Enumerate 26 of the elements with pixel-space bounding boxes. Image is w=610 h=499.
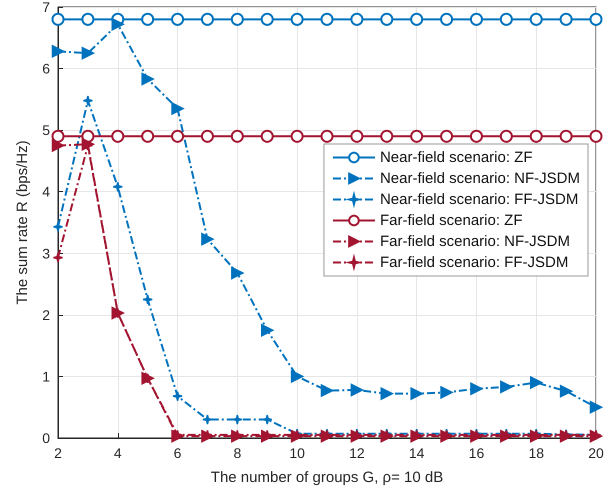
x-tick-label: 12 [349,445,365,461]
y-axis-title: The sum rate R (bps/Hz) [14,140,31,305]
y-tick-label: 3 [42,245,50,262]
x-axis-title: The number of groups G, ρ= 10 dB [210,469,444,486]
x-tick-label: 2 [54,445,62,461]
x-tick-label: 14 [408,445,425,461]
x-tick-label: 16 [468,445,484,461]
legend-label: Near-field scenario: NF-JSDM [380,170,580,187]
x-tick-label: 10 [289,445,306,461]
legend-label: Far-field scenario: FF-JSDM [380,254,568,271]
x-tick-label: 8 [233,445,242,461]
x-tick-label: 4 [114,445,122,461]
legend-label: Near-field scenario: ZF [380,149,533,166]
y-tick-label: 6 [42,60,50,77]
y-tick-label: 4 [42,184,50,200]
y-tick-label: 1 [42,368,50,384]
y-tick-label: 5 [42,122,50,138]
x-tick-label: 20 [588,445,604,461]
x-tick-label: 18 [528,445,544,461]
y-tick-label: 2 [42,306,50,323]
x-tick-label: 6 [174,445,182,461]
y-tick-label: 0 [42,430,50,446]
y-tick-label: 7 [42,0,50,15]
legend-label: Far-field scenario: NF-JSDM [380,233,570,250]
legend-label: Near-field scenario: FF-JSDM [380,191,578,208]
legend-label: Far-field scenario: ZF [380,212,522,229]
